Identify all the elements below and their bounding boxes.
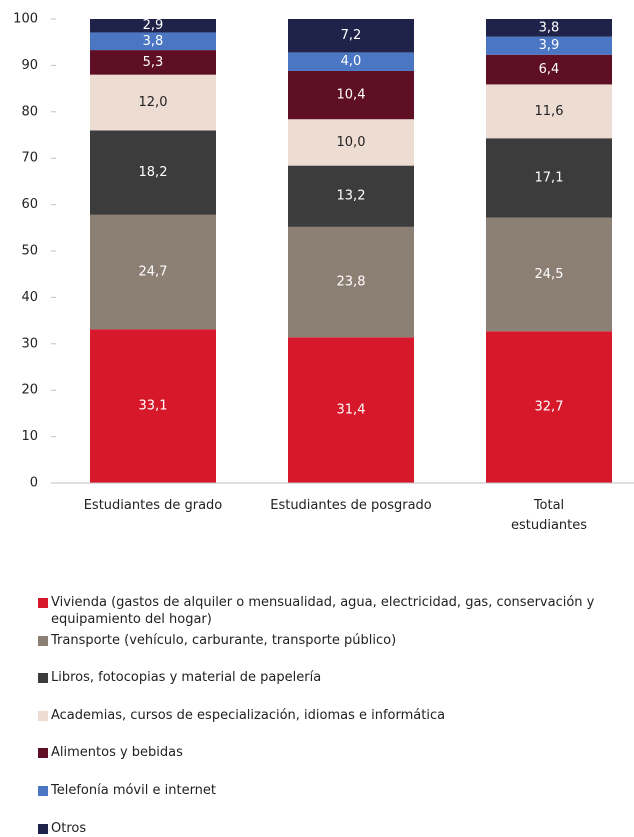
- value-label: 3,8: [143, 34, 164, 49]
- legend-item: Alimentos y bebidas: [38, 744, 630, 761]
- bar-segment: [288, 165, 414, 227]
- bar-segment: [486, 84, 612, 139]
- legend-item: Transporte (vehículo, carburante, transp…: [38, 632, 630, 649]
- y-tick-label: 10: [21, 429, 38, 444]
- value-label: 11,6: [535, 104, 564, 119]
- legend-label: Vivienda (gastos de alquiler o mensualid…: [51, 595, 595, 627]
- value-label: 17,1: [535, 170, 564, 185]
- chart: 0 10 20 30 40 50 60 70 80 90 100 33,1 24,7 18,2 12,0 5,…: [13, 12, 634, 491]
- y-tick-label: 70: [21, 151, 38, 166]
- bar-segment: [486, 19, 612, 37]
- y-tick-label: 90: [21, 58, 38, 73]
- bar-segment: [90, 50, 216, 75]
- y-tick-label: 100: [13, 12, 38, 27]
- bar-segment: [90, 32, 216, 51]
- bar-segment: [486, 54, 612, 85]
- legend-item: Telefonía móvil e internet: [38, 782, 630, 799]
- bar-segment: [90, 214, 216, 330]
- value-label: 3,8: [539, 20, 560, 35]
- bar-segment: [288, 19, 414, 53]
- bar-segment: [288, 52, 414, 71]
- bar-segment: [288, 226, 414, 338]
- bar-segment: [90, 74, 216, 131]
- y-tick-label: 50: [21, 244, 38, 259]
- value-label: 5,3: [143, 55, 164, 70]
- value-label: 24,7: [139, 265, 168, 280]
- value-label: 7,2: [341, 28, 362, 43]
- value-label: 12,0: [139, 95, 168, 110]
- value-label: 3,9: [539, 38, 560, 53]
- legend-label: Transporte (vehículo, carburante, transp…: [51, 632, 397, 648]
- legend-swatch: [38, 635, 48, 646]
- bar-segment: [486, 217, 612, 332]
- bar-segment: [90, 19, 216, 33]
- legend-item: Academias, cursos de especialización, id…: [38, 707, 630, 724]
- value-label: 18,2: [139, 165, 168, 180]
- value-label: 4,0: [341, 54, 362, 69]
- bar-segment: [90, 130, 216, 215]
- x-tick-label: Estudiantes de grado: [83, 498, 223, 513]
- legend-swatch: [38, 823, 48, 834]
- legend-item: Libros, fotocopias y material de papeler…: [38, 669, 630, 686]
- bar-segment: [486, 36, 612, 55]
- y-tick-label: 40: [21, 290, 38, 305]
- y-tick-label: 30: [21, 336, 38, 351]
- bar-segment: [486, 138, 612, 218]
- legend-swatch: [38, 710, 48, 721]
- y-tick-label: 20: [21, 383, 38, 398]
- value-label: 31,4: [337, 403, 366, 418]
- value-label: 33,1: [139, 399, 168, 414]
- legend-swatch: [38, 598, 48, 608]
- value-label: 23,8: [337, 275, 366, 290]
- value-label: 10,4: [337, 88, 366, 103]
- value-label: 24,5: [535, 267, 564, 282]
- bar-segment: [90, 329, 216, 483]
- y-tick-label: 60: [21, 197, 38, 212]
- legend-swatch: [38, 786, 48, 796]
- legend-label: Alimentos y bebidas: [51, 745, 183, 761]
- bar-segment: [486, 331, 612, 483]
- value-label: 2,9: [143, 18, 164, 33]
- legend-swatch: [38, 673, 48, 684]
- legend-swatch: [38, 748, 48, 759]
- value-label: 32,7: [535, 400, 564, 415]
- value-label: 13,2: [337, 189, 366, 204]
- legend-label: Academias, cursos de especialización, id…: [51, 707, 446, 723]
- legend-label: Libros, fotocopias y material de papeler…: [51, 670, 322, 686]
- y-tick-label: 0: [30, 476, 38, 491]
- legend-label: Telefonía móvil e internet: [51, 783, 217, 798]
- x-tick-label: Total estudiantes: [510, 498, 588, 533]
- legend-item: Otros: [38, 820, 630, 837]
- bar-segment: [288, 337, 414, 483]
- legend-item: Vivienda (gastos de alquiler o mensualid…: [38, 594, 630, 628]
- bar-segment: [288, 119, 414, 166]
- value-label: 10,0: [337, 135, 366, 150]
- bar-segment: [288, 70, 414, 120]
- legend-label: Otros: [51, 820, 87, 836]
- value-label: 6,4: [539, 62, 560, 77]
- y-tick-label: 80: [21, 104, 38, 119]
- x-tick-label: Estudiantes de posgrado: [270, 498, 432, 513]
